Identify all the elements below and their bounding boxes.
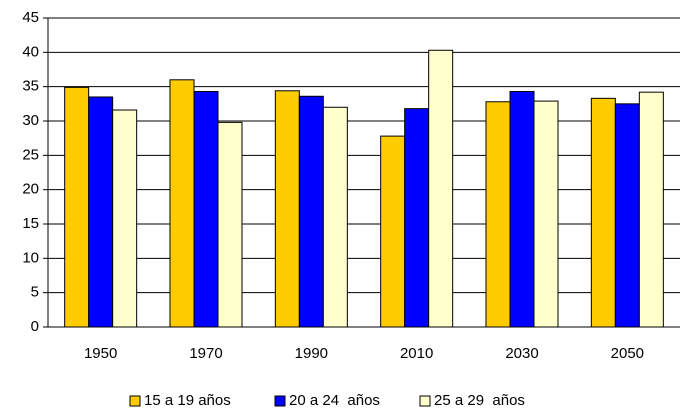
legend-swatch — [274, 395, 286, 407]
legend-swatch — [419, 395, 431, 407]
y-tick-label: 0 — [31, 318, 39, 335]
x-tick-label: 1970 — [189, 345, 222, 362]
y-tick-label: 10 — [22, 249, 39, 266]
bar — [64, 86, 90, 328]
y-tick-label: 45 — [22, 9, 39, 26]
bar — [217, 121, 243, 328]
x-tick-label: 2010 — [400, 345, 433, 362]
x-tick-label: 2050 — [611, 345, 644, 362]
legend-label: 25 a 29 años — [434, 392, 525, 409]
bar — [380, 135, 406, 328]
bar — [112, 109, 138, 328]
legend-label: 15 a 19 años — [144, 392, 231, 409]
y-tick-label: 20 — [22, 181, 39, 198]
y-tick-label: 30 — [22, 112, 39, 129]
bar — [428, 49, 454, 328]
bar — [614, 103, 640, 328]
bar — [638, 91, 664, 328]
legend-label: 20 a 24 años — [289, 392, 380, 409]
bar — [169, 79, 195, 328]
x-tick-label: 1990 — [295, 345, 328, 362]
bar — [509, 90, 535, 328]
bar — [533, 100, 559, 328]
bar — [485, 101, 511, 328]
y-tick-label: 35 — [22, 78, 39, 95]
bar — [590, 97, 616, 328]
y-tick-label: 25 — [22, 146, 39, 163]
y-tick-label: 15 — [22, 215, 39, 232]
bar — [404, 108, 430, 328]
x-tick-label: 1950 — [84, 345, 117, 362]
bar — [298, 95, 324, 328]
y-tick-label: 40 — [22, 43, 39, 60]
x-tick-label: 2030 — [505, 345, 538, 362]
bar — [322, 106, 348, 328]
bar — [274, 90, 300, 328]
bar — [88, 96, 114, 328]
legend-swatch — [129, 395, 141, 407]
bar — [193, 90, 219, 328]
y-tick-label: 5 — [31, 284, 39, 301]
